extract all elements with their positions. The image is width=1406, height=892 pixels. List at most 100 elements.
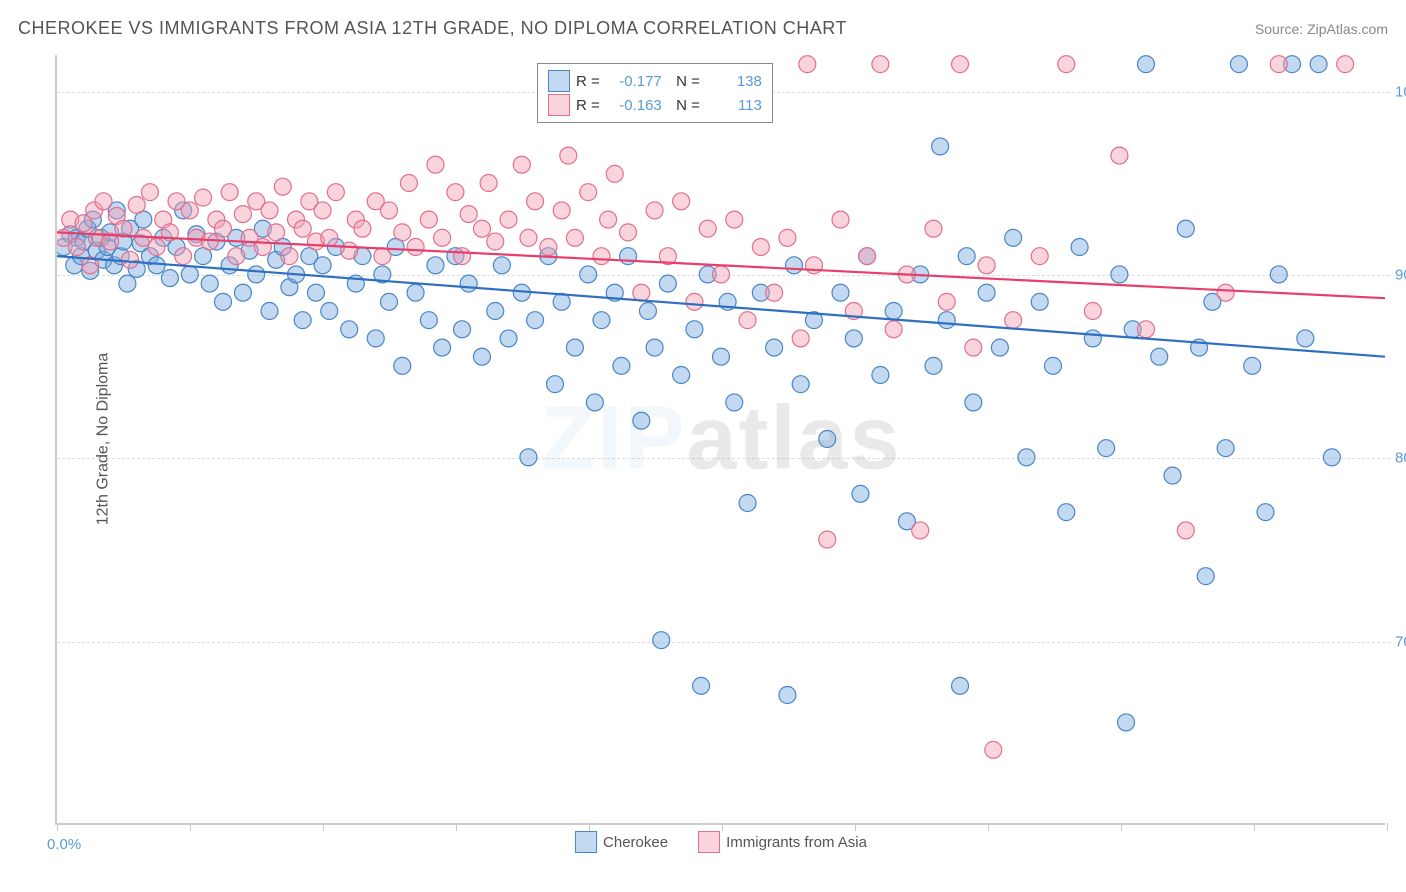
scatter-point [952,677,969,694]
scatter-point [394,357,411,374]
scatter-point [885,303,902,320]
scatter-point [500,211,517,228]
scatter-point [593,312,610,329]
scatter-point [201,275,218,292]
scatter-point [1045,357,1062,374]
y-tick-label: 100.0% [1395,83,1406,100]
scatter-point [885,321,902,338]
scatter-point [819,531,836,548]
scatter-point [606,165,623,182]
scatter-point [1098,440,1115,457]
scatter-point [1111,147,1128,164]
scatter-point [294,220,311,237]
x-tick [1121,823,1122,831]
scatter-point [653,632,670,649]
scatter-point [1118,714,1135,731]
scatter-point [852,485,869,502]
scatter-point [122,251,139,268]
scatter-point [1084,330,1101,347]
scatter-point [473,348,490,365]
scatter-point [434,339,451,356]
scatter-point [792,376,809,393]
scatter-point [141,184,158,201]
scatter-point [686,293,703,310]
scatter-point [646,339,663,356]
n-value: 113 [706,97,762,114]
scatter-point [215,220,232,237]
scatter-point [566,229,583,246]
legend-swatch [575,831,597,853]
n-label: N = [668,73,700,90]
scatter-point [314,257,331,274]
scatter-point [1270,266,1287,283]
scatter-point [1111,266,1128,283]
scatter-point [1270,56,1287,73]
scatter-point [460,206,477,223]
chart-source: Source: ZipAtlas.com [1255,21,1388,37]
scatter-point [912,522,929,539]
scatter-point [1244,357,1261,374]
scatter-point [965,394,982,411]
legend-label: Cherokee [603,834,668,851]
scatter-point [560,147,577,164]
scatter-point [427,156,444,173]
legend-swatch [548,94,570,116]
scatter-point [819,431,836,448]
scatter-point [381,293,398,310]
scatter-point [427,257,444,274]
scatter-point [1031,293,1048,310]
scatter-point [394,224,411,241]
scatter-point [779,687,796,704]
scatter-point [1137,321,1154,338]
y-tick-label: 80.0% [1395,450,1406,467]
scatter-point [1058,56,1075,73]
scatter-point [367,330,384,347]
scatter-point [175,248,192,265]
scatter-point [261,202,278,219]
scatter-point [513,156,530,173]
scatter-point [148,257,165,274]
scatter-point [314,202,331,219]
x-tick [1387,823,1388,831]
scatter-point [1217,440,1234,457]
scatter-point [553,202,570,219]
scatter-point [1018,449,1035,466]
scatter-point [673,367,690,384]
scatter-point [181,266,198,283]
scatter-point [713,348,730,365]
scatter-svg [57,55,1385,823]
scatter-point [726,394,743,411]
scatter-point [925,220,942,237]
legend-item: Cherokee [575,831,668,853]
scatter-point [792,330,809,347]
scatter-point [234,206,251,223]
scatter-point [407,284,424,301]
scatter-point [1323,449,1340,466]
scatter-point [938,312,955,329]
scatter-point [487,303,504,320]
scatter-point [872,367,889,384]
scatter-point [500,330,517,347]
x-tick [190,823,191,831]
scatter-point [872,56,889,73]
scatter-point [1164,467,1181,484]
scatter-point [321,229,338,246]
scatter-point [1031,248,1048,265]
scatter-point [779,229,796,246]
scatter-point [420,312,437,329]
scatter-point [327,184,344,201]
y-tick-label: 70.0% [1395,633,1406,650]
scatter-point [633,412,650,429]
scatter-point [454,321,471,338]
scatter-point [281,248,298,265]
scatter-point [228,248,245,265]
scatter-point [613,357,630,374]
scatter-point [473,220,490,237]
scatter-point [659,275,676,292]
scatter-point [739,495,756,512]
scatter-point [1197,568,1214,585]
scatter-point [1058,504,1075,521]
chart-plot-area: 12th Grade, No Diploma ZIPatlas 70.0%80.… [55,55,1385,825]
scatter-point [566,339,583,356]
scatter-point [1071,239,1088,256]
